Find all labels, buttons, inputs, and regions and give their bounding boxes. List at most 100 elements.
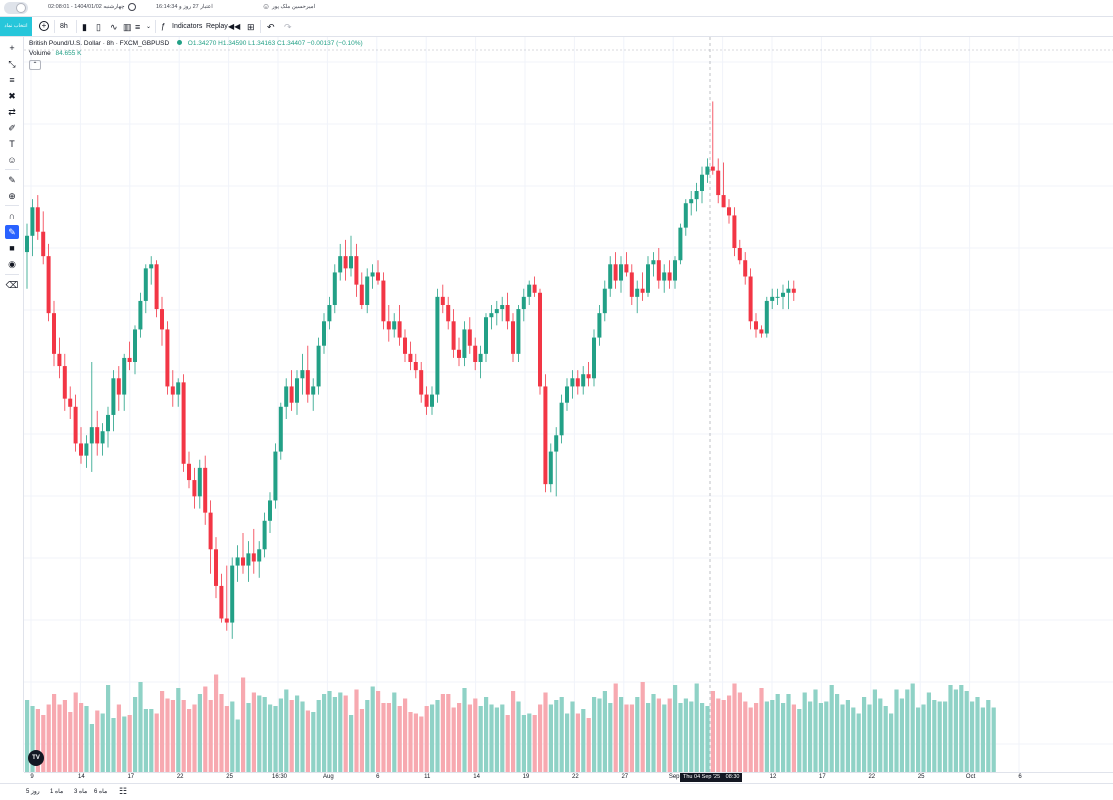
undo-icon[interactable]: ↶ (267, 22, 275, 32)
crosshair-time: 08:30 (725, 774, 740, 780)
x-axis-tick: 17 (819, 774, 826, 780)
candle-body (743, 260, 748, 277)
volume-bar (446, 694, 451, 772)
candle-type-icon[interactable]: ▯ (96, 22, 101, 32)
candle-body (208, 512, 213, 550)
candle-body (278, 406, 283, 452)
tools-divider (5, 205, 19, 206)
magnet-icon[interactable]: ∩ (8, 211, 16, 221)
volume-bar (797, 709, 802, 772)
range-5d[interactable]: 5 روز (26, 789, 40, 795)
range-6m[interactable]: 6 ماه (94, 789, 108, 795)
candle-body (624, 264, 629, 273)
volume-bar (143, 709, 148, 772)
candle-body (413, 362, 418, 371)
volume-bar (646, 703, 651, 772)
calendar-icon[interactable]: ☷ (119, 786, 128, 796)
candle-body (467, 329, 472, 346)
candle-body (106, 414, 110, 432)
layout-grid-icon[interactable]: ⊞ (247, 22, 255, 32)
candle-body (386, 321, 391, 330)
zoom-in-icon[interactable]: ⊕ (8, 191, 16, 201)
replay-button[interactable]: Replay (206, 23, 228, 30)
volume-bar (764, 701, 769, 772)
user-icon[interactable]: ☺ (262, 2, 271, 11)
volume-bar (257, 695, 262, 772)
candle-body (68, 398, 73, 407)
interval-button[interactable]: 8h (60, 23, 68, 30)
x-axis-tick: 6 (376, 774, 380, 780)
volume-bar (181, 700, 186, 772)
candle-body (608, 264, 613, 289)
volume-bar (727, 695, 732, 772)
volume-bar (516, 701, 521, 772)
indicators-icon[interactable]: ƒ (161, 22, 166, 31)
line-chart-icon[interactable]: ∿ (110, 22, 118, 32)
x-axis-tick: 22 (868, 774, 876, 780)
bar-type-icon[interactable]: ▮ (82, 22, 87, 32)
stay-in-drawing-icon[interactable]: ✎ (5, 225, 19, 239)
price-chart[interactable] (24, 37, 1113, 772)
volume-bar (532, 715, 537, 772)
tradingview-logo[interactable]: TV (28, 750, 44, 766)
emoji-icon[interactable]: ☺ (7, 155, 17, 165)
x-axis-tick: 9 (30, 774, 34, 780)
volume-bar (786, 694, 791, 772)
volume-bar (959, 685, 964, 772)
candle-body (651, 260, 656, 265)
volume-bar (435, 700, 440, 772)
x-axis-tick: 25 (226, 774, 233, 780)
volume-bar (808, 701, 813, 772)
volume-bar (462, 688, 467, 772)
top-status-bar: 02:08:01 - 1404/01/02 چهارشنبه 16:14:34 … (0, 0, 1113, 17)
forecast-icon[interactable]: ⇄ (8, 107, 16, 117)
eye-icon[interactable]: ◉ (8, 259, 16, 269)
ruler-icon[interactable]: ✎ (8, 175, 16, 185)
volume-bar (991, 707, 996, 772)
volume-bar (46, 704, 51, 772)
volume-bar (781, 703, 786, 772)
pattern-icon[interactable]: ✖ (8, 91, 16, 101)
replay-icon[interactable]: ◀◀ (228, 22, 241, 31)
add-symbol-icon[interactable]: + (39, 21, 49, 31)
range-1m[interactable]: 1 ماه (50, 789, 64, 795)
x-axis-tick: Sep (668, 774, 680, 780)
indicators-button[interactable]: Indicators (172, 23, 203, 30)
select-symbol-button[interactable]: انتخاب نماد (0, 17, 32, 36)
baseline-chart-icon[interactable]: ≡ (135, 22, 141, 32)
brush-icon[interactable]: ✐ (8, 123, 16, 133)
chart-toolbar: انتخاب نماد + 8h ▮ ▯ ∿ ▥ ≡ ⌄ ƒ Indicator… (0, 17, 1113, 37)
chevron-down-icon[interactable]: ⌄ (146, 24, 152, 30)
x-axis-tick: Aug (323, 774, 334, 780)
drawing-toolbar: + ⤡ ≡ ✖ ⇄ ✐ T ☺ ✎ ⊕ ∩ ✎ ■ ◉ ⌫ (0, 37, 24, 772)
volume-bar (403, 698, 408, 772)
theme-toggle[interactable] (4, 2, 28, 14)
candle-body (775, 296, 780, 298)
volume-bar (214, 674, 219, 772)
user-name[interactable]: امیرحسین ملک پور (272, 4, 316, 10)
range-3m[interactable]: 3 ماه (74, 789, 88, 795)
trash-icon[interactable]: ⌫ (5, 280, 19, 290)
volume-bar (872, 689, 877, 772)
x-axis-tick: 11 (424, 774, 431, 780)
candle-body (327, 305, 332, 322)
chart-pane[interactable]: British Pound/U.S. Dollar · 8h · FXCM_GB… (24, 37, 1113, 772)
redo-icon[interactable]: ↷ (284, 22, 292, 32)
collapse-legend-button[interactable]: ⌃ (29, 60, 41, 70)
time-axis[interactable]: 9 14 17 22 25 16:30 Aug 6 11 14 19 22 27 Sep 9 12 17 22 25… (24, 772, 1113, 783)
volume-bar (527, 713, 532, 772)
volume-bar (489, 704, 494, 772)
symbol-title[interactable]: British Pound/U.S. Dollar · 8h · FXCM_GB… (29, 40, 170, 47)
candle-body (689, 199, 694, 204)
crosshair-icon[interactable]: + (9, 43, 15, 53)
volume-bar (716, 698, 721, 772)
candle-body (646, 264, 650, 293)
volume-bar (122, 716, 127, 772)
fib-retracement-icon[interactable]: ≡ (9, 75, 15, 85)
volume-bar (770, 700, 775, 772)
lock-icon[interactable]: ■ (9, 243, 15, 253)
trend-line-icon[interactable]: ⤡ (8, 59, 16, 69)
text-icon[interactable]: T (9, 139, 15, 149)
area-chart-icon[interactable]: ▥ (123, 22, 132, 32)
candle-body (457, 349, 461, 358)
